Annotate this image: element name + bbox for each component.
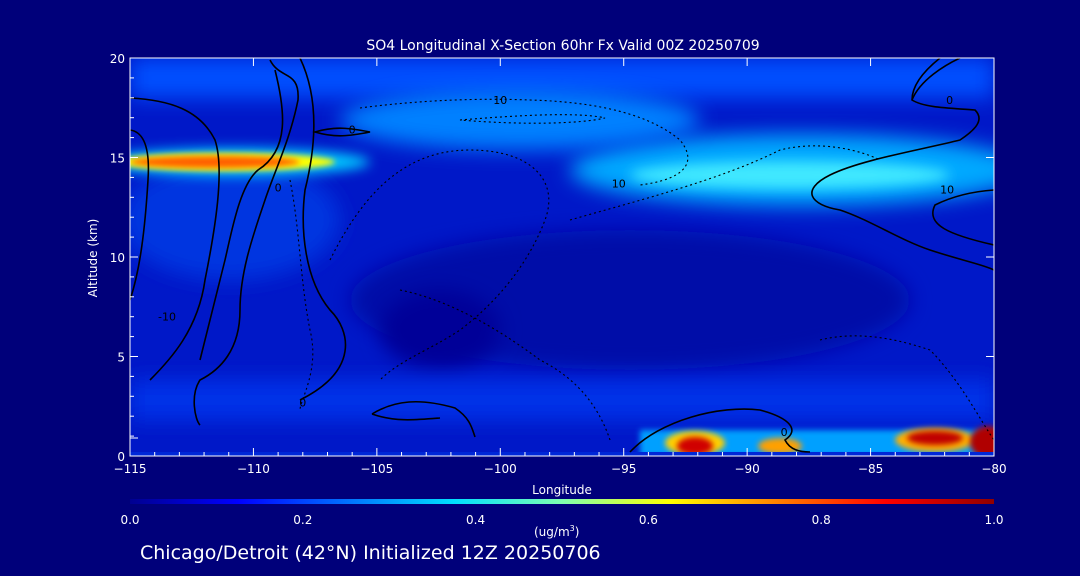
hotspot-2: [758, 438, 802, 454]
y-axis: 0 5 10 15 20: [110, 52, 994, 464]
colorbar-unit-text: (ug/m: [534, 525, 570, 539]
contour-line: [299, 58, 347, 401]
colorbar-tick-label: 0.2: [293, 513, 312, 527]
hotspot-1-core: [677, 437, 713, 455]
contour-line: [371, 413, 441, 421]
y-axis-label: Altitude (km): [86, 219, 100, 298]
colorbar-tick-label: 0.8: [812, 513, 831, 527]
contour-label: 0: [349, 124, 356, 137]
footer-caption: Chicago/Detroit (42°N) Initialized 12Z 2…: [140, 542, 601, 564]
plume-west-core: [130, 156, 300, 168]
chart-title: SO4 Longitudinal X-Section 60hr Fx Valid…: [366, 38, 759, 54]
contour-line: [130, 129, 150, 301]
surface-strip: [130, 452, 994, 456]
contour-line: [312, 127, 371, 137]
x-tick-label: −115: [114, 462, 147, 476]
x-tick-label: −100: [484, 462, 517, 476]
dotted-contours: [289, 98, 994, 441]
contour-label: 10: [493, 94, 507, 107]
plot-area: 10 0 0 -10 10 0 0 10 0: [130, 58, 994, 456]
contour-line: [371, 400, 476, 438]
contour-label: 0: [946, 94, 953, 107]
y-tick-label: 10: [110, 251, 125, 265]
y-tick-label: 20: [110, 52, 125, 66]
x-tick-label: −105: [360, 462, 393, 476]
hotspot-3-core: [907, 431, 963, 445]
solid-contours: [130, 58, 994, 453]
colorbar: [130, 499, 994, 504]
colorbar-ticks: 0.0 0.2 0.4 0.6 0.8 1.0: [120, 513, 1003, 527]
x-tick-label: −80: [981, 462, 1006, 476]
dark-core-west: [380, 290, 500, 370]
colorbar-tick-label: 0.4: [466, 513, 485, 527]
contour-label: 0: [781, 426, 788, 439]
contour-line: [193, 59, 299, 426]
x-axis: −115 −110 −105 −100 −95 −90 −85 −80: [114, 58, 1007, 476]
colorbar-unit-close: ): [574, 525, 580, 539]
x-tick-label: −90: [734, 462, 759, 476]
contour-labels: 10 0 0 -10 10 0 0 10 0: [158, 94, 954, 439]
y-tick-label: 0: [117, 450, 125, 464]
colorbar-tick-label: 0.0: [120, 513, 139, 527]
contour-line: [130, 97, 220, 381]
contour-label: 0: [275, 181, 282, 194]
contour-label: -10: [158, 311, 176, 324]
contour-line: [629, 408, 811, 453]
stratospheric-cyan-core: [630, 161, 950, 189]
colorbar-unit-label: (ug/m3): [534, 524, 579, 539]
contour-line: [359, 98, 689, 186]
contour-label: 0: [299, 396, 306, 409]
contour-line: [459, 114, 606, 124]
colorbar-tick-label: 0.6: [639, 513, 658, 527]
contour-label: 10: [940, 183, 954, 196]
contour-line: [811, 58, 994, 271]
contour-line: [911, 58, 961, 101]
y-tick-label: 15: [110, 152, 125, 166]
colorbar-unit-superscript: 3: [569, 524, 575, 533]
contour-line: [289, 179, 314, 411]
x-tick-label: −85: [858, 462, 883, 476]
contour-label: 10: [612, 177, 626, 190]
colorbar-tick-label: 1.0: [984, 513, 1003, 527]
low-level-layer: [130, 380, 994, 420]
y-tick-label: 5: [117, 351, 125, 365]
x-tick-label: −95: [611, 462, 636, 476]
contour-line: [199, 69, 284, 361]
x-tick-label: −110: [237, 462, 270, 476]
hotspot-4: [970, 426, 994, 456]
x-axis-label: Longitude: [532, 483, 592, 497]
contour-line: [932, 189, 994, 246]
upper-mid-band: [340, 90, 700, 150]
contour-line: [819, 335, 994, 441]
